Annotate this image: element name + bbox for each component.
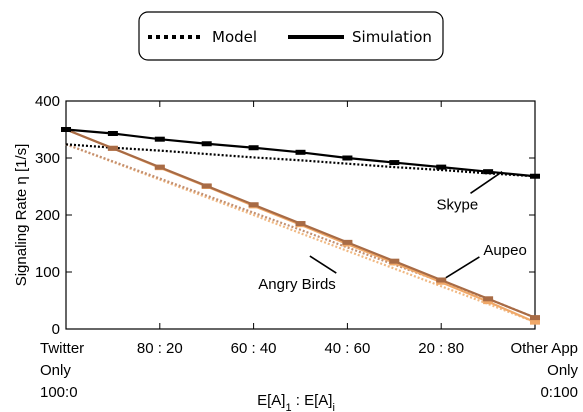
aupeo-simulation-point (154, 164, 165, 170)
aupeo-simulation-point (530, 315, 540, 321)
skype-simulation-point (530, 173, 540, 179)
x-tick-label: 40 : 60 (324, 340, 370, 357)
aupeo-simulation-point (389, 258, 400, 264)
aupeo-simulation-point (295, 221, 306, 227)
legend: Model Simulation (138, 11, 444, 61)
aupeo-simulation-point (107, 145, 118, 151)
skype-simulation-point (248, 145, 259, 151)
skype-simulation-point (389, 160, 400, 166)
aupeo-simulation-point (483, 296, 494, 302)
legend-model-label: Model (212, 28, 257, 46)
skype-model-line (65, 143, 536, 178)
skype-simulation-point (107, 130, 118, 136)
x-tick-label: Twitter (40, 340, 84, 357)
x-tick-label: Other App (510, 340, 578, 357)
series-layer (61, 127, 540, 325)
annotation-label: Aupeo (483, 242, 526, 259)
x-tick-label: Only (547, 362, 578, 379)
y-axis-label: Signaling Rate η [1/s] (13, 144, 30, 287)
angry-birds-simulation-point (530, 319, 540, 325)
aupeo-simulation-point (201, 183, 212, 189)
x-tick-label: 100:0 (40, 384, 78, 401)
skype-simulation-point (436, 164, 447, 170)
y-axis: 0 100 200 300 400 (35, 93, 535, 338)
y-tick-label: 200 (35, 207, 60, 224)
annotation-label: Angry Birds (258, 276, 336, 293)
x-tick-label: 0:100 (540, 384, 578, 401)
aupeo-simulation-point (436, 277, 447, 283)
skype-simulation-point (483, 169, 494, 175)
plot-frame (65, 100, 536, 330)
annotation-arrow (445, 256, 480, 279)
skype-simulation-point (201, 141, 212, 147)
aupeo-simulation-point (342, 239, 353, 245)
legend-simulation-label: Simulation (352, 28, 432, 46)
x-axis-label: E[A]1 : E[A]i (257, 392, 335, 412)
x-tick-label: 60 : 40 (231, 340, 277, 357)
skype-simulation-point (61, 127, 71, 132)
annotation-label: Skype (437, 196, 479, 213)
skype-simulation-point (342, 155, 353, 161)
y-tick-label: 400 (35, 93, 60, 110)
annotation-arrow (470, 171, 503, 194)
x-tick-label: 80 : 20 (137, 340, 183, 357)
y-tick-label: 300 (35, 150, 60, 167)
x-axis: Twitter Only 100:0 80 : 20 60 : 40 40 : 60 20 … (40, 101, 578, 401)
x-tick-label: 20 : 80 (418, 340, 464, 357)
x-tick-label: Only (40, 362, 71, 379)
annotation-arrow (309, 255, 337, 274)
skype-simulation-point (154, 136, 165, 142)
skype-simulation-point (295, 149, 306, 155)
angry-birds-simulation-point (483, 299, 494, 305)
aupeo-simulation-point (248, 202, 259, 208)
y-tick-label: 100 (35, 264, 60, 281)
angry-birds-model-line (65, 143, 536, 324)
y-tick-label: 0 (52, 321, 60, 338)
annotations: Skype Aupeo Angry Birds (258, 171, 527, 293)
